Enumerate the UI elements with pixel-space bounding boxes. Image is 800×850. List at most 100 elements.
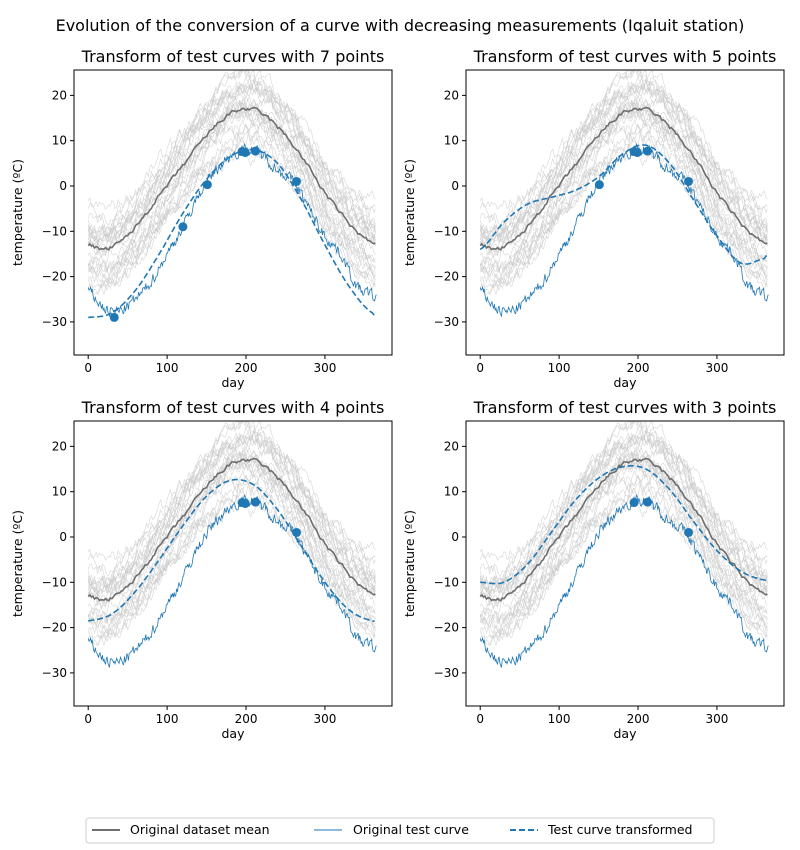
original-test-curve-line [479,494,769,669]
axes-frame [465,420,785,707]
x-tick-label: 300 [705,712,728,726]
axes-frame [465,69,785,356]
measurement-point [632,147,642,157]
background-curve [88,481,376,634]
y-axis-label: temperature (ºC) [10,510,25,617]
background-curve [479,421,768,581]
transformed-curve-line [479,144,768,265]
y-tick-label: −20 [434,270,459,284]
background-curve [479,105,768,284]
measurement-point [292,176,302,186]
y-tick-label: −30 [434,315,459,329]
measurement-point [202,180,212,190]
background-curve [87,80,376,210]
background-curve [87,437,376,592]
background-curve [479,496,768,626]
background-curve [480,118,768,288]
background-curve [479,145,768,275]
x-tick-label: 0 [84,361,92,375]
dataset-mean-line [479,457,768,602]
legend-transformed-label: Test curve transformed [547,822,693,837]
x-axis-label: day [614,726,638,741]
background-curve [479,123,768,295]
x-axis-label: day [222,726,246,741]
figure-title: Evolution of the conversion of a curve w… [56,16,745,35]
background-curve [480,130,768,283]
background-curve [87,421,376,593]
y-tick-label: 10 [52,134,67,148]
x-tick-label: 300 [313,712,336,726]
measurement-point [684,527,694,537]
x-tick-label: 100 [156,712,179,726]
legend-test-label: Original test curve [353,822,469,837]
y-tick-label: 0 [451,179,459,193]
background-curve [87,145,376,275]
original-test-curve-line [87,143,377,318]
background-curve [479,80,768,210]
y-tick-label: 0 [451,530,459,544]
background-curve [479,455,768,598]
y-tick-label: −20 [434,621,459,635]
background-curve [87,104,376,244]
measurement-point [594,180,604,190]
measurement-point [250,146,260,156]
subplot-title: Transform of test curves with 3 points [473,398,777,417]
background-curve [88,118,376,288]
y-tick-label: −30 [42,315,67,329]
original-test-curve-line [479,143,769,318]
y-axis-label: temperature (ºC) [10,159,25,266]
x-axis-label: day [222,375,246,390]
background-curve [87,455,376,595]
y-tick-label: 10 [52,485,67,499]
background-curve [87,456,376,635]
measurement-point [109,312,119,322]
original-test-curve-line [87,494,377,669]
dataset-mean-line [87,457,376,602]
y-tick-label: 0 [59,530,67,544]
y-tick-label: 10 [444,485,459,499]
y-tick-label: −10 [434,575,459,589]
background-curve [87,452,376,629]
background-curve [479,452,768,629]
background-curve [479,70,768,242]
subplot-title: Transform of test curves with 5 points [473,47,777,66]
background-curve [479,431,768,561]
measurement-point [642,497,652,507]
background-curve [87,70,376,230]
subplot-title: Transform of test curves with 7 points [81,47,385,66]
background-curve [479,437,768,592]
background-curve [87,455,376,598]
x-tick-label: 100 [548,712,571,726]
background-curve [479,456,768,635]
y-tick-label: −30 [434,666,459,680]
subplot-title: Transform of test curves with 4 points [81,398,385,417]
y-tick-label: 20 [444,439,459,453]
x-tick-label: 0 [476,712,484,726]
x-tick-label: 200 [235,361,258,375]
x-tick-label: 100 [156,361,179,375]
y-tick-label: −20 [42,621,67,635]
background-curve [87,104,376,247]
background-curve [479,104,768,244]
axes-frame [73,420,393,707]
background-curve [87,86,376,241]
background-curve [87,70,376,242]
transformed-curve-line [88,148,376,319]
x-tick-label: 200 [627,361,650,375]
measurement-point [642,146,652,156]
y-tick-label: −20 [42,270,67,284]
background-curve [87,496,376,626]
background-curve [479,101,768,278]
x-tick-label: 100 [548,361,571,375]
background-curve [87,474,376,646]
background-curve [87,101,376,278]
measurement-point [178,222,188,232]
x-axis-label: day [614,375,638,390]
measurement-point [240,147,250,157]
background-curve [480,469,768,639]
